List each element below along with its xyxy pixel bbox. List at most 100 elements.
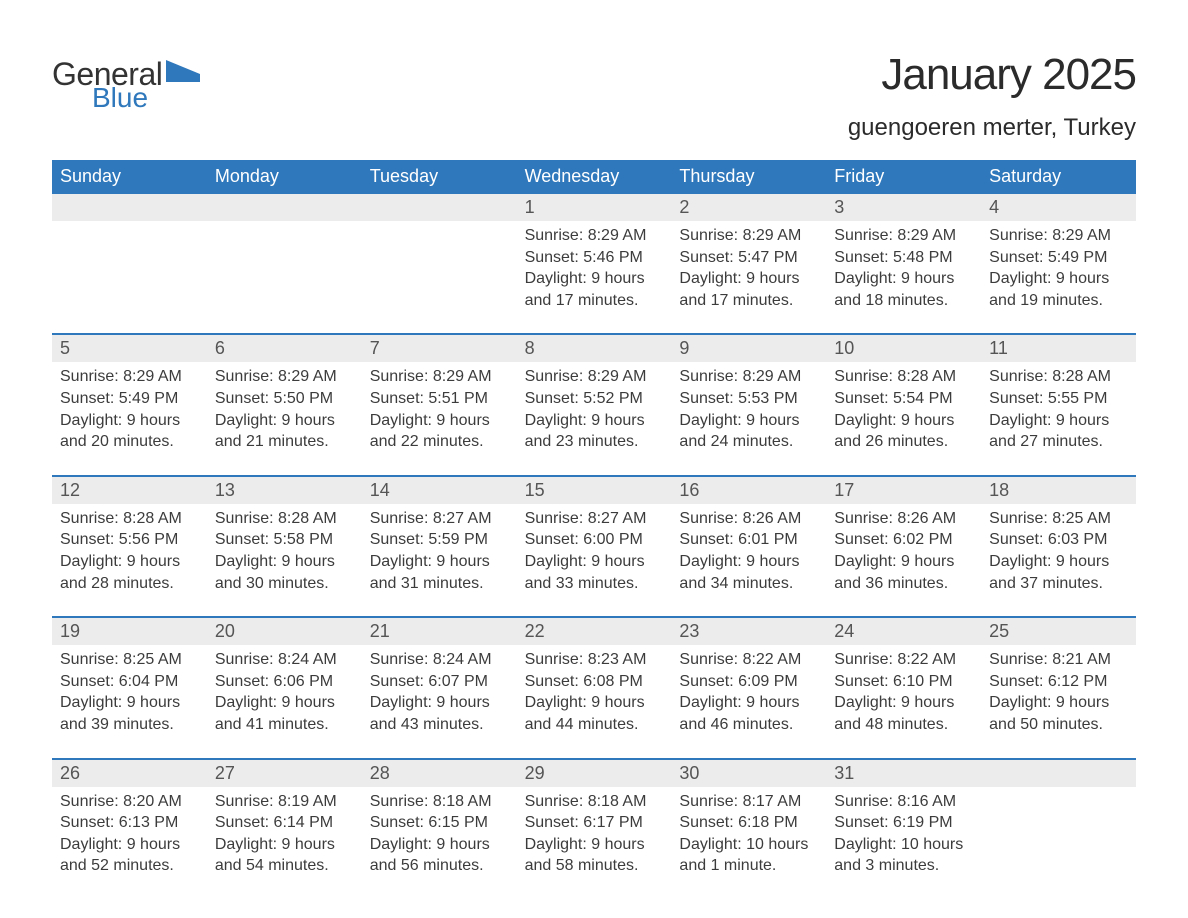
flag-icon xyxy=(166,60,200,86)
sunset-text: Sunset: 5:53 PM xyxy=(679,388,818,410)
daylight-text: Daylight: 9 hours and 27 minutes. xyxy=(989,410,1128,453)
date-number: 21 xyxy=(362,618,517,645)
page-title: January 2025 xyxy=(848,50,1136,100)
daylight-text: Daylight: 9 hours and 48 minutes. xyxy=(834,692,973,735)
calendar-cell xyxy=(981,760,1136,883)
date-number: 29 xyxy=(517,760,672,787)
sunset-text: Sunset: 6:13 PM xyxy=(60,812,199,834)
calendar-cell: 19Sunrise: 8:25 AMSunset: 6:04 PMDayligh… xyxy=(52,618,207,741)
sunrise-text: Sunrise: 8:27 AM xyxy=(525,508,664,530)
daylight-text: Daylight: 9 hours and 41 minutes. xyxy=(215,692,354,735)
cell-body: Sunrise: 8:18 AMSunset: 6:17 PMDaylight:… xyxy=(517,787,672,883)
cell-body: Sunrise: 8:28 AMSunset: 5:56 PMDaylight:… xyxy=(52,504,207,600)
sunset-text: Sunset: 6:06 PM xyxy=(215,671,354,693)
sunset-text: Sunset: 6:12 PM xyxy=(989,671,1128,693)
calendar-cell: 11Sunrise: 8:28 AMSunset: 5:55 PMDayligh… xyxy=(981,335,1136,458)
sunset-text: Sunset: 6:19 PM xyxy=(834,812,973,834)
date-number: 24 xyxy=(826,618,981,645)
calendar-cell: 10Sunrise: 8:28 AMSunset: 5:54 PMDayligh… xyxy=(826,335,981,458)
calendar-cell: 20Sunrise: 8:24 AMSunset: 6:06 PMDayligh… xyxy=(207,618,362,741)
calendar-cell: 1Sunrise: 8:29 AMSunset: 5:46 PMDaylight… xyxy=(517,194,672,317)
calendar-cell: 2Sunrise: 8:29 AMSunset: 5:47 PMDaylight… xyxy=(671,194,826,317)
date-number: 3 xyxy=(826,194,981,221)
date-number: 4 xyxy=(981,194,1136,221)
sunset-text: Sunset: 6:00 PM xyxy=(525,529,664,551)
daylight-text: Daylight: 9 hours and 31 minutes. xyxy=(370,551,509,594)
week-row: 1Sunrise: 8:29 AMSunset: 5:46 PMDaylight… xyxy=(52,194,1136,317)
sunrise-text: Sunrise: 8:24 AM xyxy=(215,649,354,671)
daylight-text: Daylight: 9 hours and 24 minutes. xyxy=(679,410,818,453)
date-number: 8 xyxy=(517,335,672,362)
cell-body: Sunrise: 8:16 AMSunset: 6:19 PMDaylight:… xyxy=(826,787,981,883)
daylight-text: Daylight: 9 hours and 17 minutes. xyxy=(525,268,664,311)
cell-body: Sunrise: 8:24 AMSunset: 6:07 PMDaylight:… xyxy=(362,645,517,741)
daylight-text: Daylight: 9 hours and 54 minutes. xyxy=(215,834,354,877)
sunrise-text: Sunrise: 8:29 AM xyxy=(834,225,973,247)
sunrise-text: Sunrise: 8:19 AM xyxy=(215,791,354,813)
daylight-text: Daylight: 10 hours and 1 minute. xyxy=(679,834,818,877)
sunrise-text: Sunrise: 8:20 AM xyxy=(60,791,199,813)
sunset-text: Sunset: 5:48 PM xyxy=(834,247,973,269)
cell-body: Sunrise: 8:17 AMSunset: 6:18 PMDaylight:… xyxy=(671,787,826,883)
sunset-text: Sunset: 6:14 PM xyxy=(215,812,354,834)
calendar-cell: 7Sunrise: 8:29 AMSunset: 5:51 PMDaylight… xyxy=(362,335,517,458)
daylight-text: Daylight: 9 hours and 50 minutes. xyxy=(989,692,1128,735)
calendar-cell xyxy=(52,194,207,317)
day-header-sun: Sunday xyxy=(52,160,207,194)
cell-body: Sunrise: 8:20 AMSunset: 6:13 PMDaylight:… xyxy=(52,787,207,883)
date-number xyxy=(362,194,517,221)
daylight-text: Daylight: 9 hours and 34 minutes. xyxy=(679,551,818,594)
cell-body: Sunrise: 8:27 AMSunset: 6:00 PMDaylight:… xyxy=(517,504,672,600)
daylight-text: Daylight: 9 hours and 39 minutes. xyxy=(60,692,199,735)
cell-body: Sunrise: 8:25 AMSunset: 6:04 PMDaylight:… xyxy=(52,645,207,741)
date-number xyxy=(207,194,362,221)
sunset-text: Sunset: 6:18 PM xyxy=(679,812,818,834)
sunrise-text: Sunrise: 8:18 AM xyxy=(525,791,664,813)
week-row: 12Sunrise: 8:28 AMSunset: 5:56 PMDayligh… xyxy=(52,475,1136,600)
week-row: 5Sunrise: 8:29 AMSunset: 5:49 PMDaylight… xyxy=(52,333,1136,458)
sunset-text: Sunset: 5:54 PM xyxy=(834,388,973,410)
daylight-text: Daylight: 9 hours and 26 minutes. xyxy=(834,410,973,453)
sunrise-text: Sunrise: 8:29 AM xyxy=(60,366,199,388)
sunrise-text: Sunrise: 8:22 AM xyxy=(834,649,973,671)
calendar-cell: 14Sunrise: 8:27 AMSunset: 5:59 PMDayligh… xyxy=(362,477,517,600)
sunset-text: Sunset: 5:47 PM xyxy=(679,247,818,269)
cell-body: Sunrise: 8:29 AMSunset: 5:47 PMDaylight:… xyxy=(671,221,826,317)
sunrise-text: Sunrise: 8:21 AM xyxy=(989,649,1128,671)
calendar-cell: 24Sunrise: 8:22 AMSunset: 6:10 PMDayligh… xyxy=(826,618,981,741)
daylight-text: Daylight: 9 hours and 18 minutes. xyxy=(834,268,973,311)
date-number: 19 xyxy=(52,618,207,645)
calendar-cell: 13Sunrise: 8:28 AMSunset: 5:58 PMDayligh… xyxy=(207,477,362,600)
date-number xyxy=(52,194,207,221)
calendar-cell: 12Sunrise: 8:28 AMSunset: 5:56 PMDayligh… xyxy=(52,477,207,600)
calendar-cell: 9 Sunrise: 8:29 AMSunset: 5:53 PMDaylight… xyxy=(671,335,826,458)
sunset-text: Sunset: 5:49 PM xyxy=(989,247,1128,269)
sunset-text: Sunset: 5:56 PM xyxy=(60,529,199,551)
date-number: 16 xyxy=(671,477,826,504)
cell-body: Sunrise: 8:29 AMSunset: 5:51 PMDaylight:… xyxy=(362,362,517,458)
sunrise-text: Sunrise: 8:26 AM xyxy=(679,508,818,530)
calendar-cell xyxy=(207,194,362,317)
cell-body: Sunrise: 8:28 AMSunset: 5:54 PMDaylight:… xyxy=(826,362,981,458)
date-number: 9 xyxy=(671,335,826,362)
cell-body: Sunrise: 8:29 AMSunset: 5:50 PMDaylight:… xyxy=(207,362,362,458)
date-number: 7 xyxy=(362,335,517,362)
sunrise-text: Sunrise: 8:29 AM xyxy=(679,366,818,388)
sunrise-text: Sunrise: 8:22 AM xyxy=(679,649,818,671)
date-number: 11 xyxy=(981,335,1136,362)
cell-body: Sunrise: 8:24 AMSunset: 6:06 PMDaylight:… xyxy=(207,645,362,741)
daylight-text: Daylight: 9 hours and 33 minutes. xyxy=(525,551,664,594)
sunset-text: Sunset: 5:55 PM xyxy=(989,388,1128,410)
brand-word-blue: Blue xyxy=(92,84,200,112)
cell-body: Sunrise: 8:29 AMSunset: 5:49 PMDaylight:… xyxy=(52,362,207,458)
sunset-text: Sunset: 6:04 PM xyxy=(60,671,199,693)
date-number: 5 xyxy=(52,335,207,362)
daylight-text: Daylight: 9 hours and 22 minutes. xyxy=(370,410,509,453)
daylight-text: Daylight: 9 hours and 37 minutes. xyxy=(989,551,1128,594)
daylight-text: Daylight: 9 hours and 20 minutes. xyxy=(60,410,199,453)
daylight-text: Daylight: 9 hours and 52 minutes. xyxy=(60,834,199,877)
sunset-text: Sunset: 5:51 PM xyxy=(370,388,509,410)
sunset-text: Sunset: 5:59 PM xyxy=(370,529,509,551)
cell-body: Sunrise: 8:21 AMSunset: 6:12 PMDaylight:… xyxy=(981,645,1136,741)
cell-body: Sunrise: 8:27 AMSunset: 5:59 PMDaylight:… xyxy=(362,504,517,600)
